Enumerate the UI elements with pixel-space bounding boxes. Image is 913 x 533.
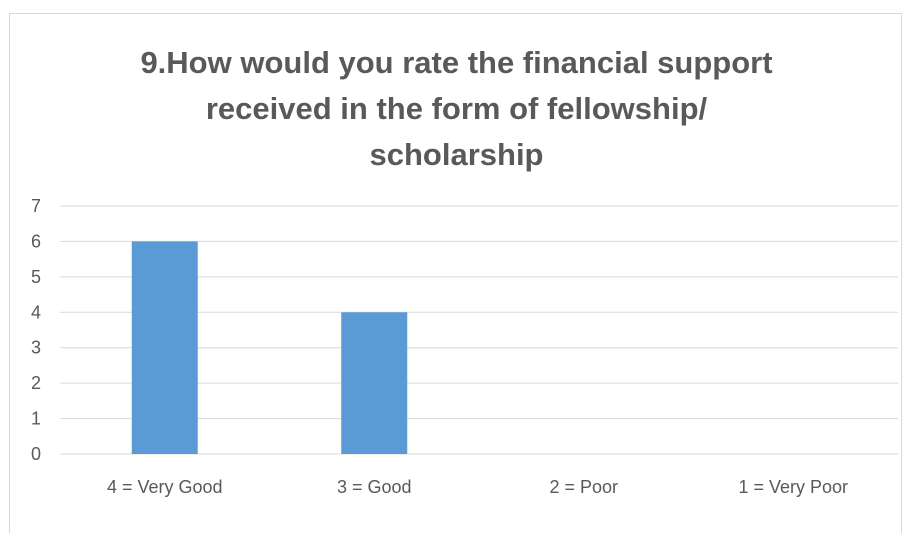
bar-chart: 0 1 2 3 4 5 6 7 4 = Very Good 3 = Good 2 = Poor 1 … <box>31 196 898 497</box>
x-tick-label: 2 = Poor <box>549 477 618 497</box>
x-tick-label: 4 = Very Good <box>107 477 223 497</box>
chart-title-line-1: 9.How would you rate the financial suppo… <box>140 45 773 80</box>
x-tick-label: 3 = Good <box>337 477 412 497</box>
x-tick-label: 1 = Very Poor <box>738 477 848 497</box>
y-tick-label: 4 <box>31 302 41 322</box>
y-tick-label: 1 <box>31 409 41 429</box>
bar <box>131 241 198 454</box>
gridlines <box>60 205 898 455</box>
y-tick-label: 3 <box>31 338 41 358</box>
x-axis-tick-labels: 4 = Very Good 3 = Good 2 = Poor 1 = Very Po… <box>107 477 848 497</box>
chart-title-line-3: scholarship <box>369 137 544 172</box>
y-tick-label: 6 <box>31 231 41 251</box>
y-tick-label: 7 <box>31 196 41 216</box>
y-tick-label: 0 <box>31 444 41 464</box>
chart-title-line-2: received in the form of fellowship/ <box>205 91 708 126</box>
y-axis-tick-labels: 0 1 2 3 4 5 6 7 <box>31 196 41 464</box>
bars <box>131 241 408 454</box>
y-tick-label: 5 <box>31 267 41 287</box>
chart-title: 9.How would you rate the financial suppo… <box>0 40 913 178</box>
y-tick-label: 2 <box>31 373 41 393</box>
bar <box>341 312 408 454</box>
